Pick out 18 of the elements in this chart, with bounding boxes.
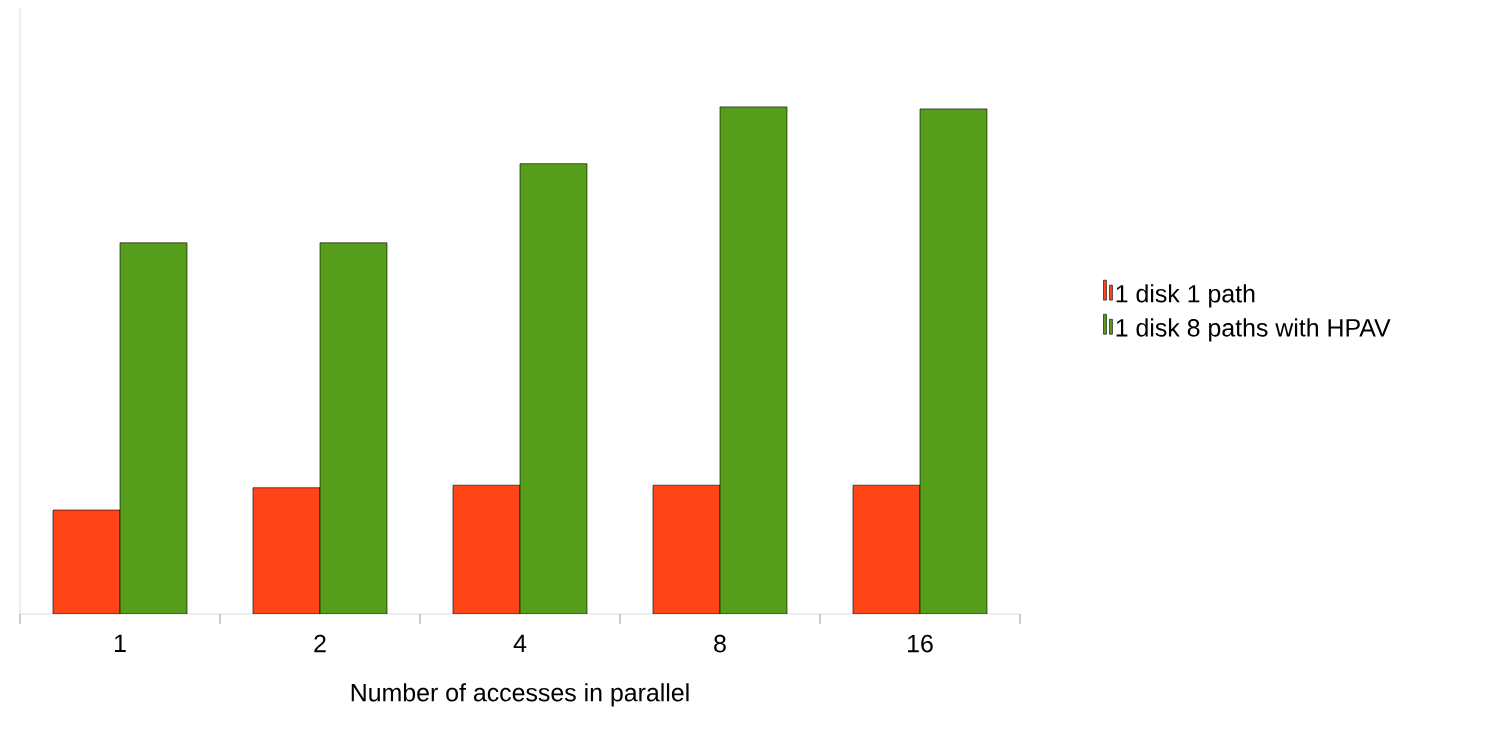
bar: [719, 106, 788, 614]
x-tick-label: 2: [314, 634, 326, 653]
bar: [52, 509, 121, 614]
x-tick-label: 8: [714, 634, 726, 653]
bar: [319, 242, 388, 614]
x-tick-label: 4: [513, 634, 527, 652]
bar: [252, 487, 321, 614]
x-axis-title: Number of accesses in parallel: [351, 683, 689, 707]
x-tick-label: 1: [114, 634, 126, 652]
bar: [452, 484, 521, 614]
x-tick-label: 16: [908, 634, 933, 653]
bar: [119, 242, 188, 614]
bar: [919, 108, 988, 614]
legend-label: 1 disk 1 path: [1116, 284, 1255, 308]
bar: [519, 163, 588, 614]
bar: [852, 484, 921, 614]
bar: [652, 484, 721, 614]
legend-label: 1 disk 8 paths with HPAV: [1116, 318, 1391, 342]
